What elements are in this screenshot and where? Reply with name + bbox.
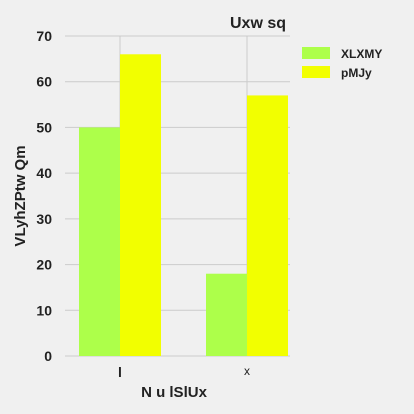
y-tick-label: 70	[36, 28, 52, 44]
x-tick-label: l	[118, 364, 122, 380]
legend: XLXMY pMJy	[302, 47, 382, 80]
y-tick-labels: 0 10 20 30 40 50 60 70	[36, 28, 52, 364]
chart-title: Uxw sq	[230, 15, 286, 32]
y-tick-label: 50	[36, 119, 52, 135]
y-tick-label: 0	[44, 348, 52, 364]
bar-xlxmy-x	[206, 273, 247, 356]
bar-pmjy-x	[247, 95, 288, 356]
legend-label-xlxmy: XLXMY	[341, 47, 382, 61]
y-tick-label: 30	[36, 211, 52, 227]
x-tick-label: x	[244, 364, 250, 378]
y-tick-label: 20	[36, 257, 52, 273]
y-tick-label: 10	[36, 302, 52, 318]
bar-xlxmy-l	[79, 127, 120, 356]
legend-swatch-pmjy	[302, 66, 330, 78]
bar-pmjy-l	[120, 54, 161, 357]
y-axis-title: VLyhZPtw Qm	[12, 145, 29, 246]
bars	[79, 54, 288, 357]
legend-label-pmjy: pMJy	[341, 66, 372, 80]
x-axis-title: N u lSlUx	[141, 384, 208, 401]
legend-swatch-xlxmy	[302, 47, 330, 59]
y-tick-label: 60	[36, 74, 52, 90]
y-tick-label: 40	[36, 165, 52, 181]
